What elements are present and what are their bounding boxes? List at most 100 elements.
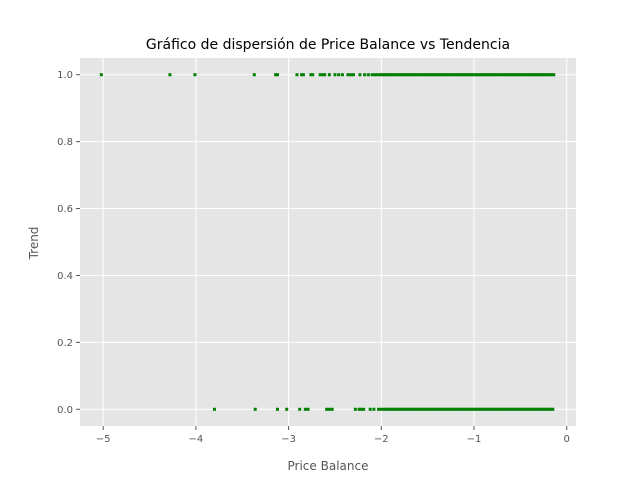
data-point (511, 73, 515, 77)
data-point (527, 407, 531, 411)
data-point (407, 73, 411, 77)
data-point (357, 407, 361, 411)
data-point (426, 73, 430, 77)
data-point (477, 407, 481, 411)
data-point (402, 73, 406, 77)
data-point (441, 407, 445, 411)
data-point (529, 73, 533, 77)
data-point (480, 407, 484, 411)
data-point (510, 407, 514, 411)
data-point (390, 73, 394, 77)
data-point (522, 73, 526, 77)
data-point (413, 73, 417, 77)
data-point (414, 407, 418, 411)
data-point (387, 73, 391, 77)
data-point (503, 407, 507, 411)
data-point (545, 407, 549, 411)
data-point (549, 407, 553, 411)
data-point (448, 73, 452, 77)
data-point (385, 73, 389, 77)
data-point (212, 407, 216, 411)
data-point (532, 407, 536, 411)
data-point (486, 407, 490, 411)
data-point (392, 73, 396, 77)
data-point (447, 407, 451, 411)
data-point (546, 73, 550, 77)
data-point (539, 73, 543, 77)
y-tick-label: 0.0 (57, 405, 73, 416)
data-point (434, 407, 438, 411)
data-point (384, 407, 388, 411)
data-point (390, 407, 394, 411)
data-point (406, 407, 410, 411)
data-point (482, 407, 486, 411)
data-point (379, 407, 383, 411)
data-point (411, 73, 415, 77)
data-point (404, 407, 408, 411)
data-point (452, 73, 456, 77)
data-point (491, 407, 495, 411)
data-point (478, 73, 482, 77)
data-point (428, 407, 432, 411)
data-point (430, 407, 434, 411)
data-point (454, 407, 458, 411)
data-point (459, 73, 463, 77)
data-point (462, 407, 466, 411)
data-point (453, 73, 457, 77)
data-point (399, 407, 403, 411)
data-point (551, 407, 555, 411)
data-point (349, 73, 353, 77)
data-point (460, 407, 464, 411)
data-point (453, 407, 457, 411)
data-point (429, 73, 433, 77)
data-point (327, 73, 331, 77)
data-point (395, 407, 399, 411)
data-point (298, 407, 302, 411)
data-point (442, 73, 446, 77)
data-point (469, 407, 473, 411)
data-point (377, 73, 381, 77)
data-point (521, 407, 525, 411)
y-axis-label: Trend (27, 227, 41, 261)
data-point (483, 73, 487, 77)
data-point (528, 73, 532, 77)
data-point (351, 73, 355, 77)
data-point (456, 407, 460, 411)
data-point (306, 407, 310, 411)
data-point (473, 407, 477, 411)
chart-title: Gráfico de dispersión de Price Balance v… (146, 37, 510, 53)
data-point (544, 73, 548, 77)
data-points (99, 73, 556, 411)
y-tick-label: 0.6 (57, 204, 73, 215)
data-point (492, 73, 496, 77)
data-point (479, 407, 483, 411)
data-point (446, 73, 450, 77)
data-point (432, 407, 436, 411)
data-point (530, 407, 534, 411)
data-point (535, 73, 539, 77)
data-point (417, 407, 421, 411)
data-point (311, 73, 315, 77)
data-point (193, 73, 197, 77)
data-point (491, 73, 495, 77)
data-point (435, 73, 439, 77)
data-point (526, 73, 530, 77)
data-point (423, 407, 427, 411)
data-point (420, 73, 424, 77)
data-point (346, 73, 350, 77)
data-point (440, 73, 444, 77)
data-point (439, 73, 443, 77)
x-tick-label: −2 (374, 434, 389, 445)
data-point (418, 73, 422, 77)
data-point (425, 407, 429, 411)
data-point (509, 73, 513, 77)
data-point (488, 407, 492, 411)
data-point (472, 73, 476, 77)
grid-lines (80, 58, 576, 426)
data-point (540, 407, 544, 411)
data-point (359, 407, 363, 411)
plot-area (80, 58, 576, 426)
data-point (301, 73, 305, 77)
x-tick-label: −4 (189, 434, 204, 445)
